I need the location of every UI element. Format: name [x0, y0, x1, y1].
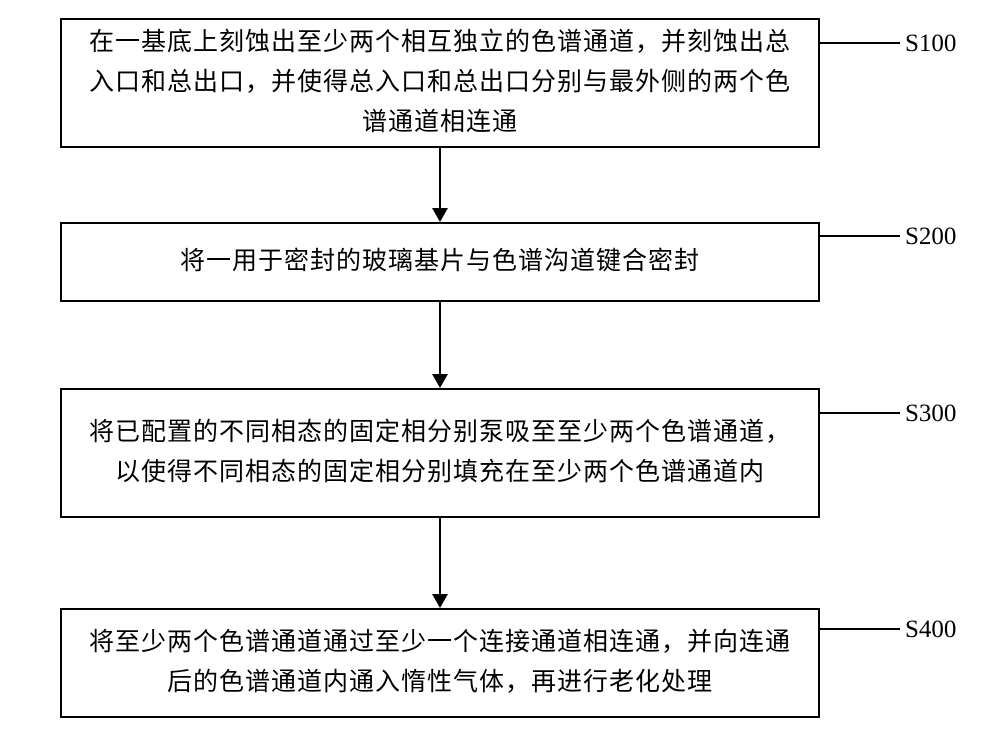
step-box-s200: 将一用于密封的玻璃基片与色谱沟道键合密封	[60, 222, 820, 302]
step-label-s200: S200	[905, 223, 956, 251]
step-label-s300: S300	[905, 400, 956, 428]
arrow-line	[439, 518, 441, 594]
step-text: 将一用于密封的玻璃基片与色谱沟道键合密封	[180, 242, 700, 282]
arrow-head-icon	[432, 374, 448, 388]
step-box-s300: 将已配置的不同相态的固定相分别泵吸至至少两个色谱通道，以使得不同相态的固定相分别…	[60, 388, 820, 518]
arrow-line	[439, 302, 441, 374]
label-connector-line	[820, 412, 900, 414]
label-connector-line	[820, 628, 900, 630]
step-box-s100: 在一基底上刻蚀出至少两个相互独立的色谱通道，并刻蚀出总入口和总出口，并使得总入口…	[60, 18, 820, 148]
step-text: 将至少两个色谱通道通过至少一个连接通道相连通，并向连通后的色谱通道内通入惰性气体…	[82, 623, 798, 703]
label-connector-line	[820, 42, 900, 44]
step-text: 将已配置的不同相态的固定相分别泵吸至至少两个色谱通道，以使得不同相态的固定相分别…	[82, 413, 798, 493]
step-label-s400: S400	[905, 616, 956, 644]
flowchart-canvas: 在一基底上刻蚀出至少两个相互独立的色谱通道，并刻蚀出总入口和总出口，并使得总入口…	[0, 0, 1000, 747]
arrow-line	[439, 148, 441, 208]
step-text: 在一基底上刻蚀出至少两个相互独立的色谱通道，并刻蚀出总入口和总出口，并使得总入口…	[82, 23, 798, 143]
step-box-s400: 将至少两个色谱通道通过至少一个连接通道相连通，并向连通后的色谱通道内通入惰性气体…	[60, 608, 820, 718]
label-connector-line	[820, 235, 900, 237]
arrow-head-icon	[432, 594, 448, 608]
arrow-head-icon	[432, 208, 448, 222]
step-label-s100: S100	[905, 30, 956, 58]
